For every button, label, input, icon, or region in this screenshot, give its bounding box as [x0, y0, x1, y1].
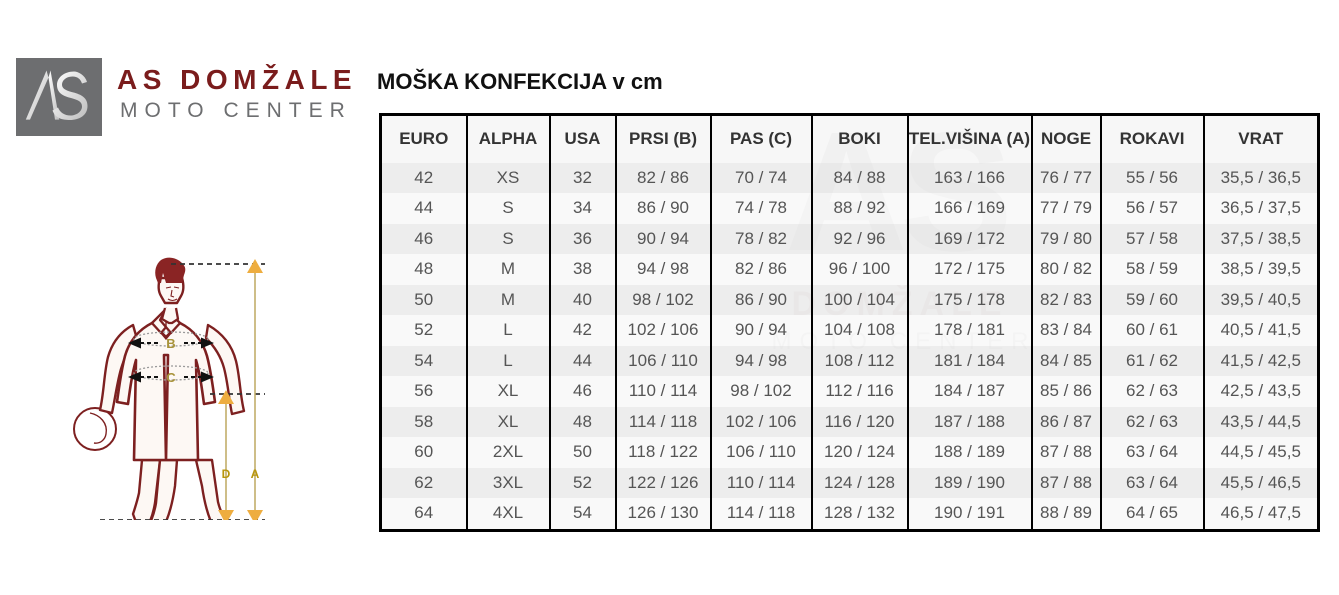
svg-text:C: C: [166, 370, 176, 385]
svg-text:D: D: [222, 467, 231, 481]
svg-text:A: A: [251, 467, 260, 481]
svg-text:B: B: [166, 336, 175, 351]
